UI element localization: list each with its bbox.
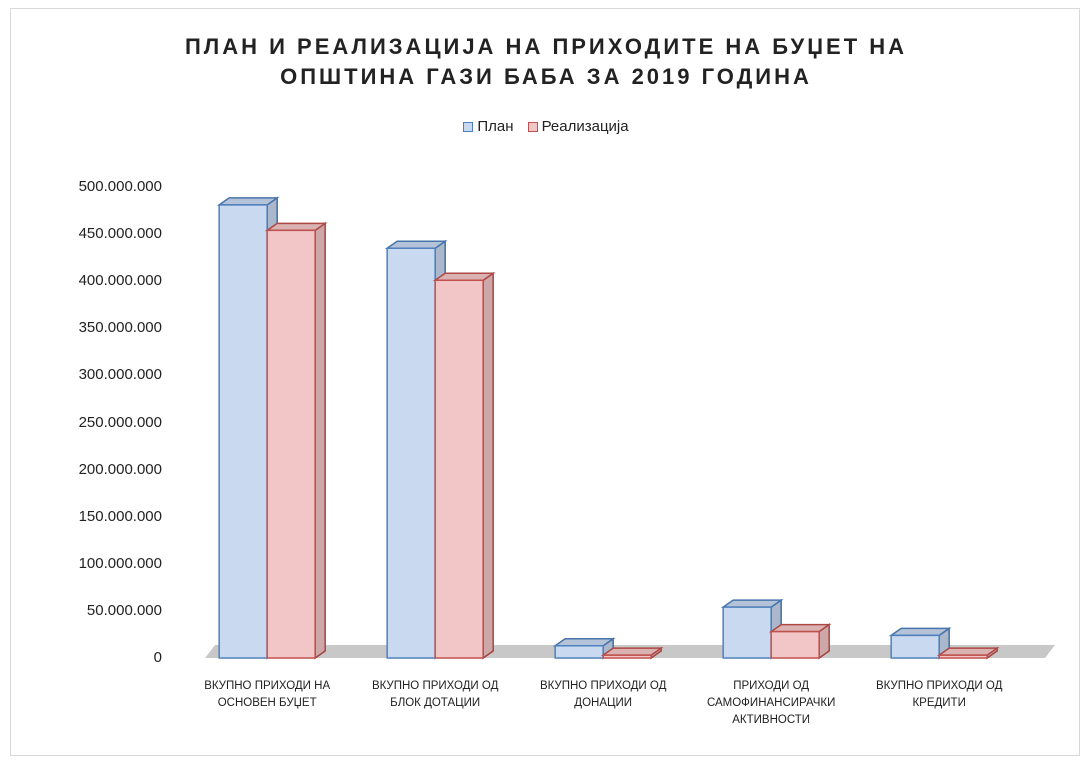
legend-item: План bbox=[463, 118, 514, 135]
bar bbox=[266, 229, 316, 659]
bar bbox=[554, 645, 604, 659]
bar bbox=[602, 654, 652, 659]
bar-top bbox=[264, 222, 328, 232]
legend-label: Реализација bbox=[541, 118, 629, 135]
bar-side bbox=[482, 271, 494, 660]
bar bbox=[218, 204, 268, 659]
bar-top bbox=[600, 647, 664, 656]
y-tick-label: 150.000.000 bbox=[78, 507, 162, 525]
bar-top bbox=[936, 647, 1000, 656]
y-tick-label: 200.000.000 bbox=[78, 460, 162, 478]
y-tick-label: 350.000.000 bbox=[78, 319, 162, 337]
x-tick-label: ВКУПНО ПРИХОДИ НА ОСНОВЕН БУЏЕТ bbox=[204, 680, 331, 709]
x-tick-label: ВКУПНО ПРИХОДИ ОД БЛОК ДОТАЦИИ bbox=[371, 680, 499, 709]
y-tick-label: 250.000.000 bbox=[78, 413, 162, 431]
bar-side bbox=[314, 221, 326, 660]
y-tick-label: 0 bbox=[153, 649, 162, 666]
bar bbox=[938, 654, 988, 659]
legend-item: Реализација bbox=[527, 118, 629, 135]
bar-top bbox=[432, 272, 496, 282]
y-tick-label: 400.000.000 bbox=[78, 272, 162, 290]
bar-top bbox=[552, 638, 616, 647]
bar bbox=[890, 634, 940, 659]
bar bbox=[386, 247, 436, 659]
x-tick-label: ПРИХОДИ ОД САМОФИНАНСИРАЧКИ АКТИВНОСТИ bbox=[706, 680, 836, 726]
bar-top bbox=[216, 197, 280, 206]
y-tick-label: 100.000.000 bbox=[78, 554, 162, 572]
bar-top bbox=[720, 599, 784, 608]
y-tick-label: 500.000.000 bbox=[78, 178, 162, 195]
bar bbox=[434, 279, 484, 659]
legend-swatch bbox=[463, 121, 474, 132]
chart-title: ПЛАН И РЕАЛИЗАЦИЈА НА ПРИХОДИТЕ НА БУЏЕТ… bbox=[184, 34, 908, 89]
y-tick-label: 450.000.000 bbox=[78, 225, 162, 243]
bar-top bbox=[768, 623, 832, 633]
x-tick-label: ВКУПНО ПРИХОДИ ОД ДОНАЦИИ bbox=[539, 680, 667, 709]
legend-label: План bbox=[477, 118, 514, 135]
bar bbox=[722, 606, 772, 659]
bar-top bbox=[384, 240, 448, 249]
legend: План Реализација bbox=[0, 118, 1092, 135]
y-tick-label: 300.000.000 bbox=[78, 366, 162, 384]
bar bbox=[770, 630, 820, 659]
frame bbox=[10, 8, 1080, 756]
y-tick-label: 50.000.000 bbox=[86, 601, 162, 619]
bar-top bbox=[888, 627, 952, 637]
legend-swatch bbox=[527, 121, 538, 132]
x-tick-label: ВКУПНО ПРИХОДИ ОД КРЕДИТИ bbox=[875, 680, 1003, 709]
